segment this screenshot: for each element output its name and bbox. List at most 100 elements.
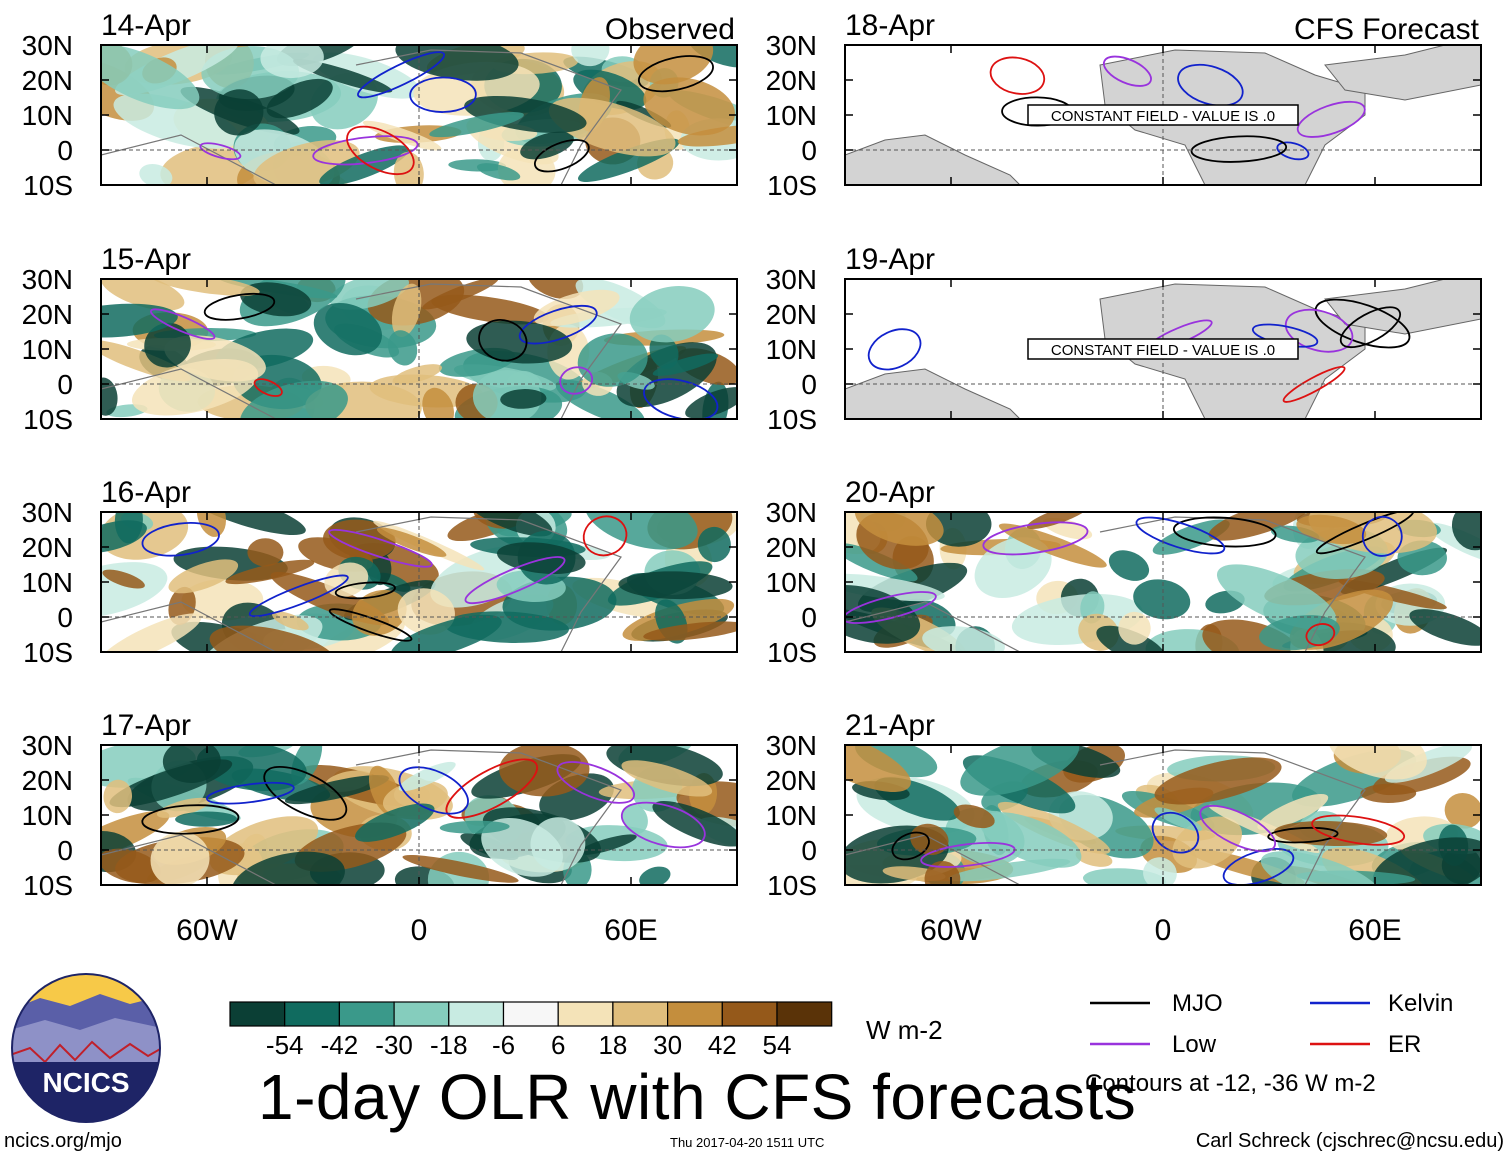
- olr-anomaly-blob: [196, 745, 307, 791]
- olr-anomaly-blob: [196, 512, 227, 537]
- olr-anomaly-blob: [387, 330, 418, 366]
- coastline: [101, 368, 277, 419]
- wave-contour: [1311, 814, 1406, 846]
- olr-anomaly-blob: [652, 353, 719, 377]
- wave-contour: [643, 378, 719, 419]
- olr-anomaly-blob: [439, 820, 510, 834]
- y-tick-label: 20N: [766, 765, 817, 796]
- panel-date-label: 14-Apr: [101, 9, 191, 42]
- wave-contour: [1284, 308, 1354, 353]
- olr-anomaly-blob: [845, 573, 945, 602]
- colorbar-label: 42: [708, 1030, 737, 1060]
- y-tick-label: 30N: [22, 264, 73, 295]
- panel-field: [101, 279, 737, 419]
- wave-contour: [199, 142, 242, 161]
- y-tick-label: 30N: [22, 30, 73, 61]
- wave-contour: [982, 521, 1089, 556]
- y-tick-label: 10N: [22, 567, 73, 598]
- wave-contour: [1296, 100, 1366, 138]
- colorbar-swatch: [721, 1001, 778, 1027]
- footer-url[interactable]: ncics.org/mjo: [4, 1130, 122, 1152]
- y-tick-label: 10S: [767, 404, 817, 435]
- y-tick-label: 20N: [766, 299, 817, 330]
- y-tick-label: 30N: [766, 30, 817, 61]
- olr-anomaly-blob: [463, 512, 553, 537]
- panel-16-apr: 30N 20N 10N 0 10S 16-Apr: [22, 476, 738, 668]
- land-mass: [1324, 45, 1481, 101]
- wave-contour: [1276, 141, 1310, 161]
- panel-field: [101, 512, 737, 652]
- y-tick-label: 20N: [22, 532, 73, 563]
- y-tick-label: 30N: [766, 730, 817, 761]
- wave-contour: [1151, 811, 1200, 854]
- wave-contour: [534, 139, 590, 173]
- wave-contour: [478, 319, 528, 362]
- y-tick-label: 0: [801, 602, 817, 633]
- olr-anomaly-blob: [527, 279, 584, 300]
- x-tick-label: 60W: [920, 914, 982, 947]
- olr-anomaly-blob: [319, 145, 410, 185]
- colorbar: -54 -42 -30 -18 -6 6 18 30 42 54: [229, 1001, 833, 1060]
- constant-field-box: CONSTANT FIELD - VALUE IS .0: [1027, 104, 1299, 126]
- logo-ring: [11, 973, 161, 1123]
- olr-anomaly-blob: [688, 45, 737, 68]
- colorbar-label: 6: [551, 1030, 565, 1060]
- wave-contour: [867, 328, 922, 371]
- wave-contour: [357, 51, 446, 99]
- wave-contour: [248, 574, 349, 618]
- olr-anomaly-blob: [845, 585, 921, 644]
- y-tick-label: 20N: [766, 65, 817, 96]
- olr-anomaly-blob: [101, 562, 168, 618]
- y-tick-label: 20N: [22, 65, 73, 96]
- y-tick-label: 10N: [766, 334, 817, 365]
- wave-contour: [1314, 298, 1411, 349]
- wave-contour: [1190, 135, 1288, 163]
- olr-anomaly-blob: [101, 45, 200, 110]
- logo-line: [12, 1040, 160, 1064]
- colorbar-label: 30: [653, 1030, 682, 1060]
- olr-anomaly-blob: [622, 803, 648, 834]
- olr-anomaly-blob: [431, 294, 549, 325]
- olr-anomaly-blob: [329, 279, 409, 310]
- footer-timestamp: Thu 2017-04-20 1511 UTC: [670, 1135, 825, 1150]
- colorbar-label: -54: [266, 1030, 304, 1060]
- wave-contour: [312, 135, 419, 166]
- olr-anomaly-blob: [618, 571, 733, 600]
- land-mass: [845, 134, 1021, 185]
- panel-20-apr: 30N 20N 10N 0 10S 20-Apr: [766, 476, 1482, 668]
- olr-anomaly-blob: [629, 286, 715, 343]
- olr-anomaly-blob: [922, 626, 1005, 652]
- y-tick-label: 0: [57, 835, 73, 866]
- y-tick-label: 10S: [767, 637, 817, 668]
- panel-19-apr: CONSTANT FIELD - VALUE IS .0 30N 20N 10N 0 10…: [766, 243, 1482, 435]
- olr-anomaly-blob: [633, 45, 714, 85]
- olr-anomaly-blob: [391, 283, 422, 337]
- wave-contour: [141, 804, 240, 835]
- olr-anomaly-blob: [362, 120, 442, 151]
- panel-date-label: 20-Apr: [845, 476, 935, 509]
- olr-anomaly-blob: [260, 45, 324, 79]
- y-tick-label: 20N: [766, 532, 817, 563]
- olr-anomaly-blob: [313, 302, 382, 356]
- wave-contour: [1282, 365, 1346, 403]
- olr-anomaly-blob: [376, 527, 447, 557]
- olr-anomaly-blob: [649, 334, 679, 369]
- footer-author: Carl Schreck (cjschrec@ncsu.edu): [1195, 1130, 1504, 1152]
- legend-label-kelvin: Kelvin: [1388, 990, 1454, 1017]
- olr-anomaly-blob: [272, 611, 309, 631]
- olr-anomaly-blob: [101, 613, 202, 652]
- olr-anomaly-blob: [393, 151, 424, 185]
- y-tick-label: 0: [57, 135, 73, 166]
- column-header-observed: Observed: [605, 13, 735, 46]
- constant-field-box: CONSTANT FIELD - VALUE IS .0: [1027, 338, 1299, 360]
- coastline: [101, 834, 277, 885]
- coastline: [101, 134, 277, 185]
- wave-contour: [150, 308, 216, 340]
- olr-anomaly-blob: [998, 523, 1107, 568]
- y-tick-label: 0: [801, 369, 817, 400]
- olr-anomaly-blob: [240, 380, 348, 419]
- x-tick-label: 60W: [176, 914, 238, 947]
- olr-anomaly-blob: [398, 761, 456, 792]
- olr-anomaly-blob: [355, 803, 435, 842]
- olr-anomaly-blob: [284, 775, 389, 805]
